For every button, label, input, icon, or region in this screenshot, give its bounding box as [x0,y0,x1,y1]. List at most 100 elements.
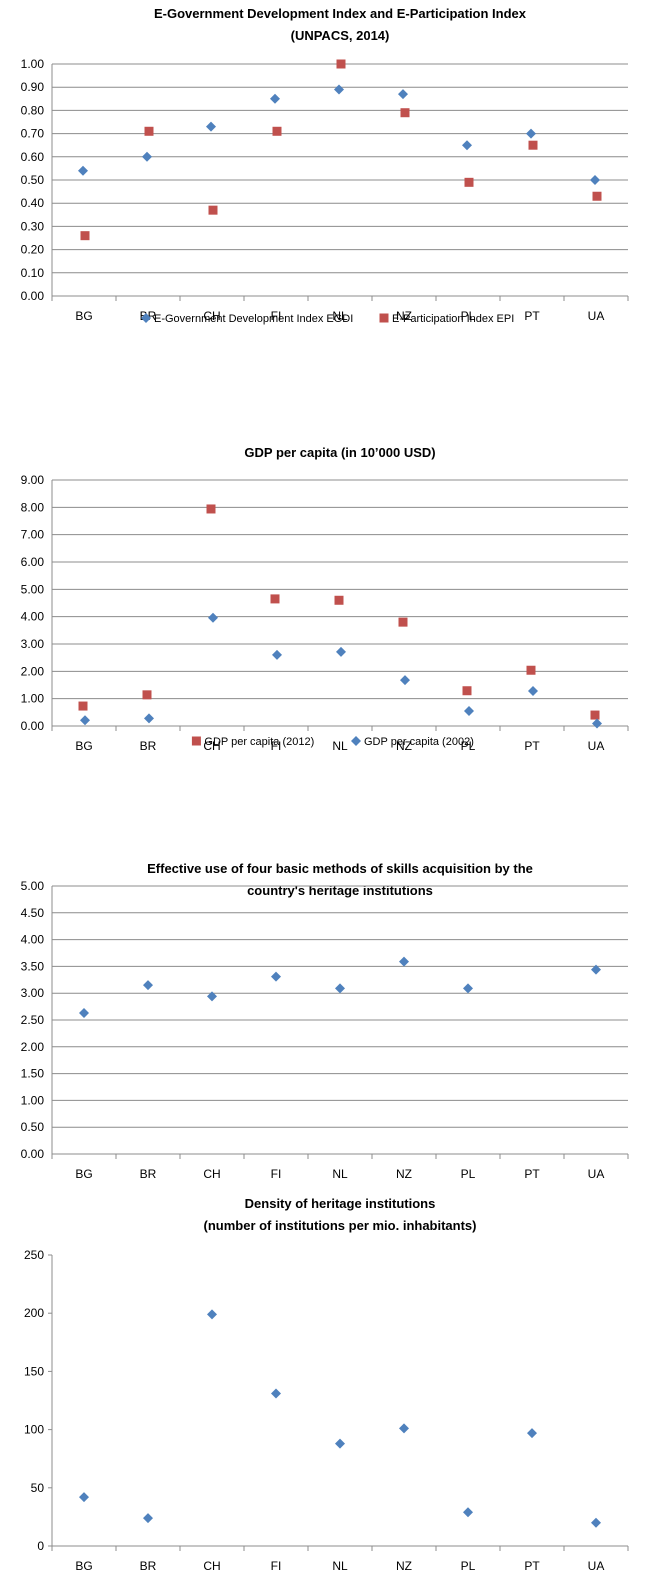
data-point [78,701,88,711]
y-tick-label: 9.00 [21,473,45,487]
y-tick-label: 4.00 [21,610,45,624]
data-point [398,617,408,627]
x-tick-label: CH [203,1167,220,1181]
x-tick-label: PT [524,1167,540,1181]
x-tick-label: CH [203,739,220,753]
series-1 [79,1309,601,1528]
chart-subtitle: (number of institutions per mio. inhabit… [204,1218,477,1233]
data-point [400,108,410,118]
x-tick-label: NZ [396,739,412,753]
data-point [398,89,408,100]
y-tick-label: 0.70 [21,127,45,141]
x-tick-label: BR [140,1167,157,1181]
y-tick-label: 8.00 [21,500,45,514]
x-tick-label: PL [461,309,476,323]
data-point [527,1428,537,1439]
data-point [272,649,282,660]
y-tick-label: 0.00 [21,719,45,733]
y-tick-label: 0.60 [21,150,45,164]
data-point [142,690,152,700]
y-tick-label: 3.00 [21,637,45,651]
x-tick-label: BG [75,739,92,753]
x-tick-label: FI [271,1559,282,1573]
x-tick-label: NL [332,739,348,753]
y-tick-label: 0.50 [21,1120,45,1134]
y-tick-label: 5.00 [21,582,45,596]
data-point [207,1309,217,1320]
x-tick-label: CH [203,309,220,323]
y-tick-label: 50 [31,1481,45,1495]
data-point [591,1517,601,1528]
data-point [270,93,280,104]
series-2 [80,59,602,241]
y-tick-label: 0.50 [21,173,45,187]
x-tick-label: NL [332,1167,348,1181]
chart-title: Effective use of four basic methods of s… [147,861,533,876]
legend-label: E-Participation Index EPI [392,313,514,325]
y-tick-label: 4.00 [21,933,45,947]
y-tick-label: 1.00 [21,57,45,71]
y-tick-label: 0.30 [21,219,45,233]
data-point [272,126,282,136]
data-point [208,612,218,623]
data-point [462,686,472,696]
series-1 [79,956,601,1019]
data-point [270,594,280,604]
legend-marker [351,736,361,746]
x-tick-label: BG [75,1167,92,1181]
y-tick-label: 0.20 [21,243,45,257]
y-tick-label: 2.50 [21,1013,45,1027]
y-tick-label: 2.00 [21,1040,45,1054]
y-tick-label: 1.00 [21,692,45,706]
data-point [591,964,601,975]
data-point [592,718,602,729]
x-tick-label: NZ [396,309,412,323]
legend-marker [379,313,389,323]
data-point [526,665,536,675]
data-point [80,231,90,241]
data-point [335,983,345,994]
y-tick-label: 250 [24,1248,44,1262]
legend: E-Government Development Index EGDI E-Par… [141,313,514,325]
x-tick-label: PL [461,1167,476,1181]
data-point [144,126,154,136]
data-point [336,646,346,657]
data-point [526,128,536,139]
data-point [463,983,473,994]
data-point [80,715,90,726]
y-tick-label: 100 [24,1423,44,1437]
x-tick-label: UA [588,739,605,753]
x-tick-label: CH [203,1559,220,1573]
x-tick-label: BR [140,739,157,753]
chart-4: Density of heritage institutions (number … [24,1196,629,1573]
x-tick-label: BR [140,1559,157,1573]
y-tick-label: 150 [24,1364,44,1378]
chart-3: Effective use of four basic methods of s… [21,861,629,1181]
y-tick-label: 0.80 [21,103,45,117]
data-point [207,991,217,1002]
chart-subtitle: (UNPACS, 2014) [291,28,390,43]
data-point [144,713,154,724]
data-point [590,175,600,185]
y-tick-label: 0.10 [21,266,45,280]
y-tick-label: 3.50 [21,959,45,973]
data-point [78,165,88,176]
x-tick-label: PT [524,1559,540,1573]
data-point [142,151,152,162]
data-point [400,675,410,686]
data-point [143,980,153,991]
data-point [206,504,216,514]
data-point [528,140,538,150]
legend-marker [141,313,151,323]
data-point [79,1492,89,1503]
data-point [208,205,218,215]
y-tick-label: 1.00 [21,1093,45,1107]
y-tick-label: 6.00 [21,555,45,569]
x-tick-label: BG [75,1559,92,1573]
series-1 [78,84,600,185]
chart-title: E-Government Development Index and E-Par… [154,6,527,21]
y-tick-label: 2.00 [21,664,45,678]
y-tick-label: 1.50 [21,1067,45,1081]
chart-1: E-Government Development Index and E-Par… [21,6,629,325]
